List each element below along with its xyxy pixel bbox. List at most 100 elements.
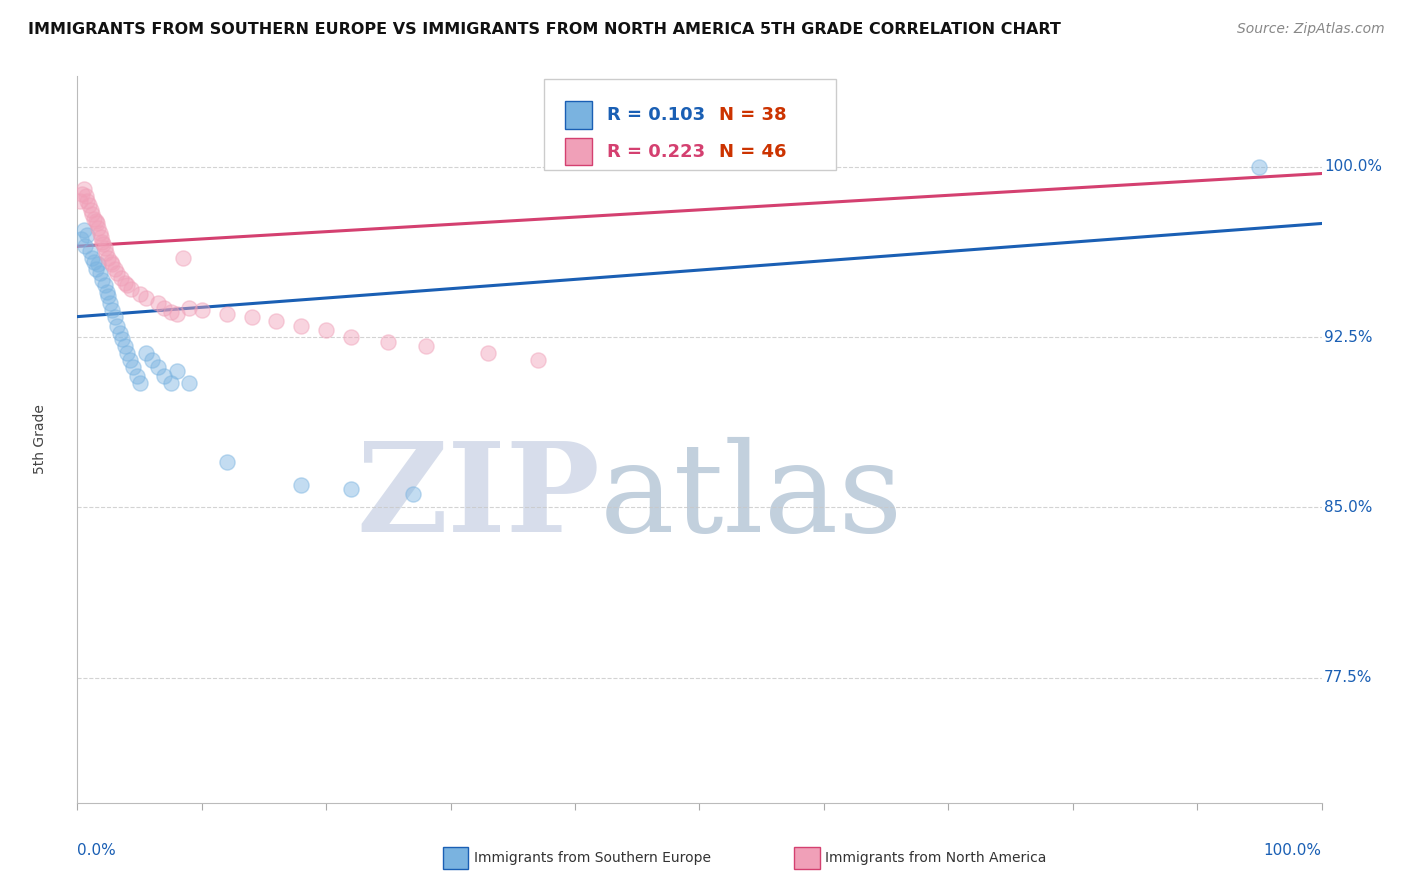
Point [72, 223, 94, 237]
Text: Source: ZipAtlas.com: Source: ZipAtlas.com [1237, 22, 1385, 37]
Text: R = 0.223: R = 0.223 [607, 143, 706, 161]
Bar [565, 138, 592, 165]
Point [172, 251, 194, 265]
Point [72, 182, 94, 196]
Point [340, 330, 363, 344]
Point [1249, 160, 1271, 174]
Point [105, 267, 128, 281]
Point [79, 244, 101, 258]
Point [128, 376, 150, 390]
Point [135, 346, 157, 360]
Point [101, 257, 124, 271]
Text: IMMIGRANTS FROM SOUTHERN EUROPE VS IMMIGRANTS FROM NORTH AMERICA 5TH GRADE CORRE: IMMIGRANTS FROM SOUTHERN EUROPE VS IMMIG… [28, 22, 1062, 37]
Point [415, 339, 437, 353]
Text: 5th Grade: 5th Grade [32, 404, 46, 475]
Point [135, 292, 157, 306]
Point [114, 276, 136, 290]
Point [98, 296, 121, 310]
FancyBboxPatch shape [544, 79, 837, 170]
Point [118, 352, 141, 367]
Text: ZIP: ZIP [356, 437, 600, 558]
Point [89, 267, 111, 281]
Point [93, 277, 115, 292]
Point [141, 352, 163, 367]
Point [125, 368, 148, 383]
Point [159, 376, 181, 390]
Point [115, 277, 138, 292]
Point [315, 323, 337, 337]
Text: Immigrants from Southern Europe: Immigrants from Southern Europe [474, 851, 711, 865]
Point [75, 189, 97, 203]
Point [191, 302, 214, 317]
Point [104, 261, 127, 276]
Point [166, 307, 188, 321]
Point [104, 310, 127, 324]
Text: N = 46: N = 46 [720, 143, 787, 161]
Point [148, 296, 170, 310]
Point [89, 226, 111, 240]
Text: Immigrants from North America: Immigrants from North America [825, 851, 1046, 865]
Point [290, 477, 312, 491]
Point [97, 251, 120, 265]
Point [153, 301, 176, 315]
Point [72, 186, 94, 201]
Point [402, 487, 425, 501]
Point [215, 455, 238, 469]
Point [377, 334, 399, 349]
Point [82, 207, 104, 221]
Point [110, 271, 132, 285]
Point [120, 282, 142, 296]
Point [87, 257, 110, 271]
Text: 100.0%: 100.0% [1264, 843, 1322, 858]
Point [179, 376, 201, 390]
Point [166, 364, 188, 378]
Point [148, 359, 170, 374]
Point [70, 232, 93, 246]
Point [340, 483, 363, 497]
Point [526, 352, 548, 367]
Point [83, 211, 105, 226]
Point [73, 239, 96, 253]
Point [111, 332, 134, 346]
Point [93, 242, 115, 256]
Point [87, 221, 110, 235]
Point [105, 318, 128, 333]
Text: 100.0%: 100.0% [1324, 159, 1382, 174]
Point [114, 339, 136, 353]
Bar [565, 101, 592, 128]
Point [122, 359, 145, 374]
Point [97, 289, 120, 303]
Text: 77.5%: 77.5% [1324, 671, 1372, 685]
Point [77, 198, 100, 212]
Point [290, 318, 312, 333]
Point [82, 251, 104, 265]
Text: 92.5%: 92.5% [1324, 329, 1372, 344]
Point [76, 194, 98, 208]
Point [128, 287, 150, 301]
Point [101, 302, 124, 317]
Text: 0.0%: 0.0% [77, 843, 117, 858]
Point [266, 314, 288, 328]
Point [93, 236, 115, 251]
Point [91, 273, 114, 287]
Point [179, 301, 201, 315]
Point [94, 246, 117, 260]
Point [83, 255, 105, 269]
Text: R = 0.103: R = 0.103 [607, 106, 706, 124]
Point [76, 227, 98, 242]
Point [100, 255, 122, 269]
Point [96, 285, 118, 299]
Point [108, 326, 131, 340]
Text: N = 38: N = 38 [720, 106, 787, 124]
Point [84, 261, 107, 276]
Point [159, 305, 181, 319]
Point [240, 310, 263, 324]
Point [477, 346, 499, 360]
Point [115, 346, 138, 360]
Point [80, 202, 103, 217]
Point [215, 307, 238, 321]
Text: 85.0%: 85.0% [1324, 500, 1372, 515]
Point [91, 235, 114, 249]
Point [84, 214, 107, 228]
Text: atlas: atlas [600, 437, 903, 558]
